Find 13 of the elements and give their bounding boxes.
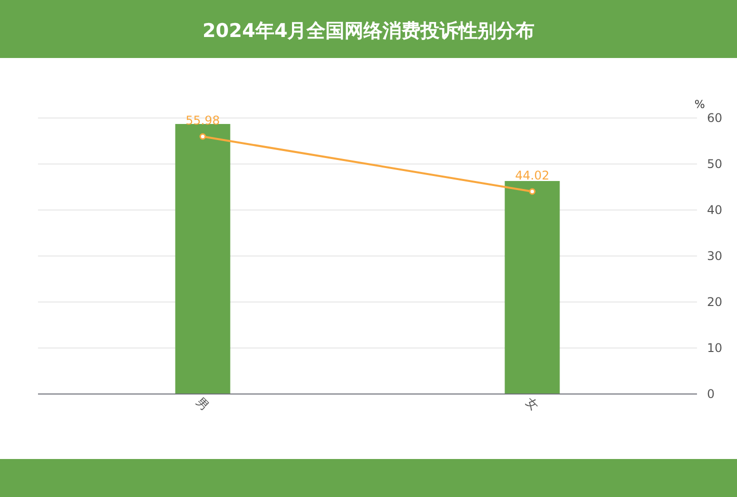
y-tick-label: 0	[707, 387, 715, 401]
y-tick-label: 20	[707, 295, 722, 309]
x-tick-label: 女	[523, 394, 542, 414]
x-tick-label: 男	[194, 394, 212, 414]
y-tick-label: 60	[707, 111, 722, 125]
data-label: 44.02	[515, 168, 550, 183]
chart-title: 2024年4月全国网络消费投诉性别分布	[202, 20, 535, 42]
y-tick-label: 50	[707, 157, 722, 171]
y-axis-title: %	[694, 98, 705, 111]
data-label: 55.98	[186, 113, 220, 128]
y-tick-label: 10	[707, 341, 722, 355]
y-tick-label: 40	[707, 203, 722, 217]
y-tick-label: 30	[707, 249, 722, 263]
